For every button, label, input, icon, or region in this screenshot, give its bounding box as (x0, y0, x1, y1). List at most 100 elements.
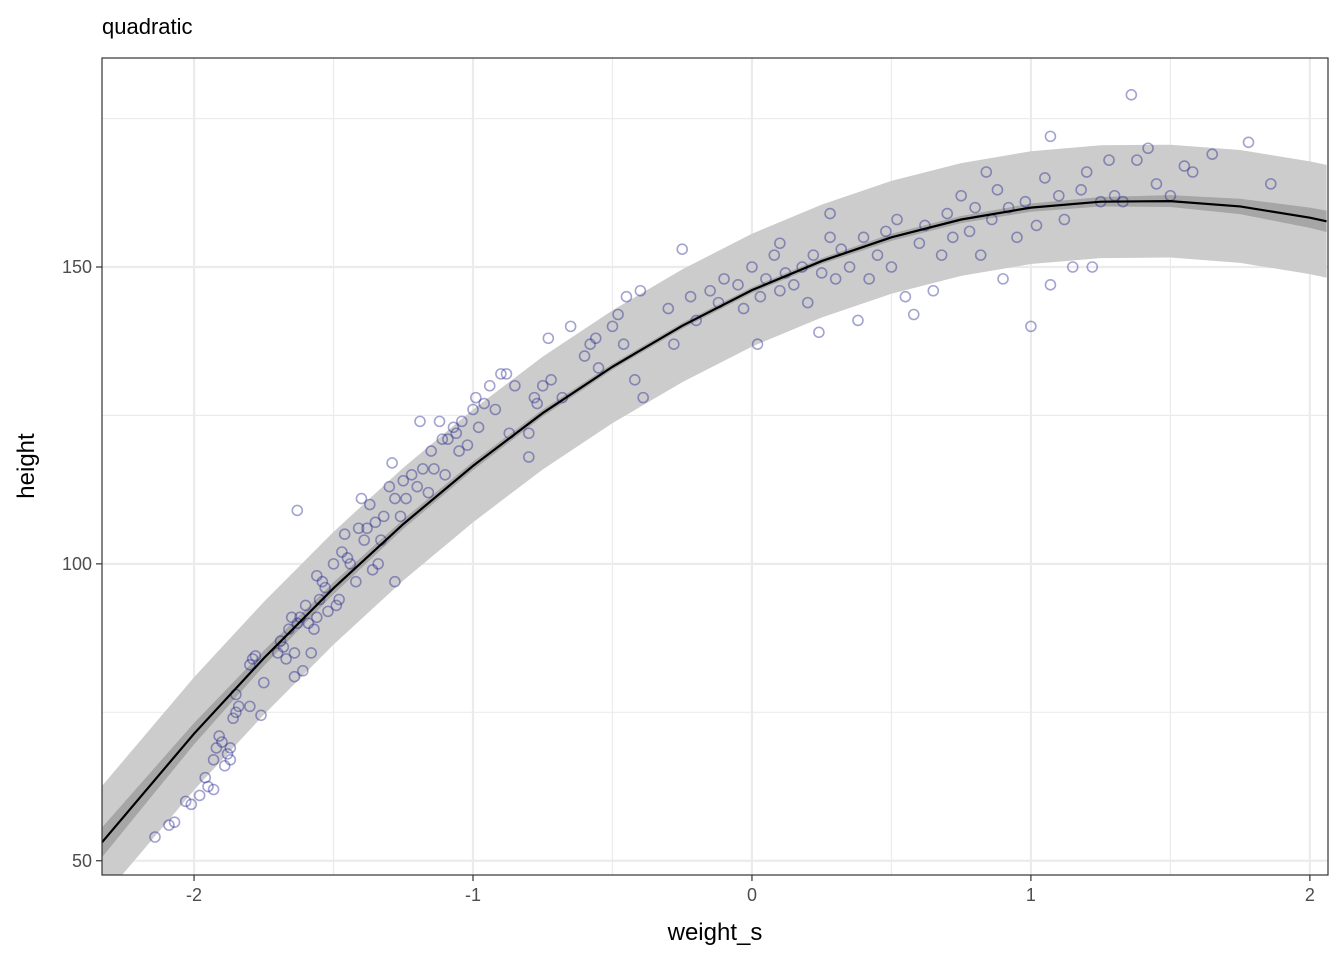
data-point (509, 379, 521, 392)
data-point (684, 290, 697, 303)
data-point (564, 320, 577, 333)
data-point (257, 676, 270, 689)
data-point (377, 510, 390, 523)
data-point (338, 528, 351, 540)
data-point (857, 231, 870, 244)
data-point (313, 593, 326, 606)
data-point (453, 445, 465, 457)
data-point (788, 279, 800, 291)
data-point (411, 480, 424, 493)
mean-fit-line (102, 199, 1327, 844)
data-point (815, 267, 828, 279)
data-point (389, 575, 401, 588)
data-point (299, 599, 312, 612)
data-point (305, 647, 318, 659)
data-point (578, 350, 591, 362)
data-point (1002, 201, 1015, 214)
data-point (450, 427, 463, 440)
data-point (500, 368, 513, 380)
data-point (732, 279, 744, 291)
x-tick-label: 0 (747, 885, 757, 905)
data-point (322, 605, 334, 618)
data-point (774, 237, 786, 250)
data-point (955, 189, 967, 202)
data-point (824, 231, 836, 244)
points (149, 89, 1277, 843)
data-point (366, 564, 379, 576)
data-point (456, 415, 468, 428)
data-point (297, 664, 309, 677)
data-point (285, 611, 298, 624)
y-tick-label: 150 (62, 257, 92, 277)
data-point (372, 558, 384, 570)
data-point (447, 421, 460, 434)
data-point (336, 546, 348, 558)
data-point (899, 290, 912, 303)
y-axis-label: height (13, 433, 40, 499)
data-point (308, 623, 320, 635)
data-point (536, 379, 549, 392)
panel-border (101, 57, 1329, 876)
x-tick-label: -2 (186, 885, 202, 905)
data-point (880, 225, 892, 238)
chart-title: quadratic (102, 14, 193, 39)
data-point (333, 593, 345, 606)
data-point (545, 374, 557, 386)
fit-line-group (102, 199, 1327, 844)
data-point (461, 439, 474, 451)
data-point (489, 403, 502, 416)
data-point (1019, 195, 1032, 208)
data-point (221, 748, 234, 760)
data-point (1242, 136, 1255, 149)
axes: -2 -1 0 1 2 50 100 150 (62, 257, 1315, 905)
data-point (751, 338, 764, 350)
data-point (1030, 219, 1043, 232)
data-point (288, 670, 301, 683)
data-point (589, 332, 602, 345)
data-point (316, 575, 329, 588)
data-point (355, 492, 368, 505)
data-point (433, 415, 446, 428)
data-point (774, 284, 786, 297)
data-point (662, 302, 675, 315)
data-point (991, 184, 1004, 196)
data-point (478, 397, 490, 410)
x-tick-label: 2 (1305, 885, 1315, 905)
data-point (469, 391, 482, 404)
data-point (824, 207, 836, 220)
data-point (871, 249, 884, 261)
data-point (1086, 261, 1099, 273)
data-point (843, 261, 856, 273)
data-point (218, 759, 231, 772)
data-point (746, 261, 758, 273)
x-tick-label: 1 (1026, 885, 1036, 905)
data-point (907, 308, 920, 321)
data-point (361, 522, 373, 535)
data-point (629, 374, 641, 386)
data-point (522, 427, 535, 440)
data-point (704, 284, 716, 297)
data-point (852, 314, 864, 327)
data-point (542, 332, 555, 345)
data-point (288, 647, 301, 659)
data-point (302, 617, 315, 630)
x-axis-label: weight_s (667, 919, 763, 946)
data-point (1265, 178, 1277, 190)
data-point (863, 273, 875, 285)
data-point (592, 362, 605, 374)
data-point (1080, 166, 1093, 178)
data-point (244, 659, 256, 671)
data-point (199, 771, 212, 784)
data-point (1186, 166, 1199, 178)
data-point (193, 789, 206, 802)
data-point (400, 492, 412, 505)
data-point (439, 469, 451, 481)
data-point (1206, 148, 1219, 160)
data-point (274, 635, 287, 647)
data-point (227, 712, 239, 725)
data-point (472, 421, 485, 434)
data-point (330, 599, 343, 612)
data-point (522, 451, 535, 463)
data-point (271, 647, 284, 659)
